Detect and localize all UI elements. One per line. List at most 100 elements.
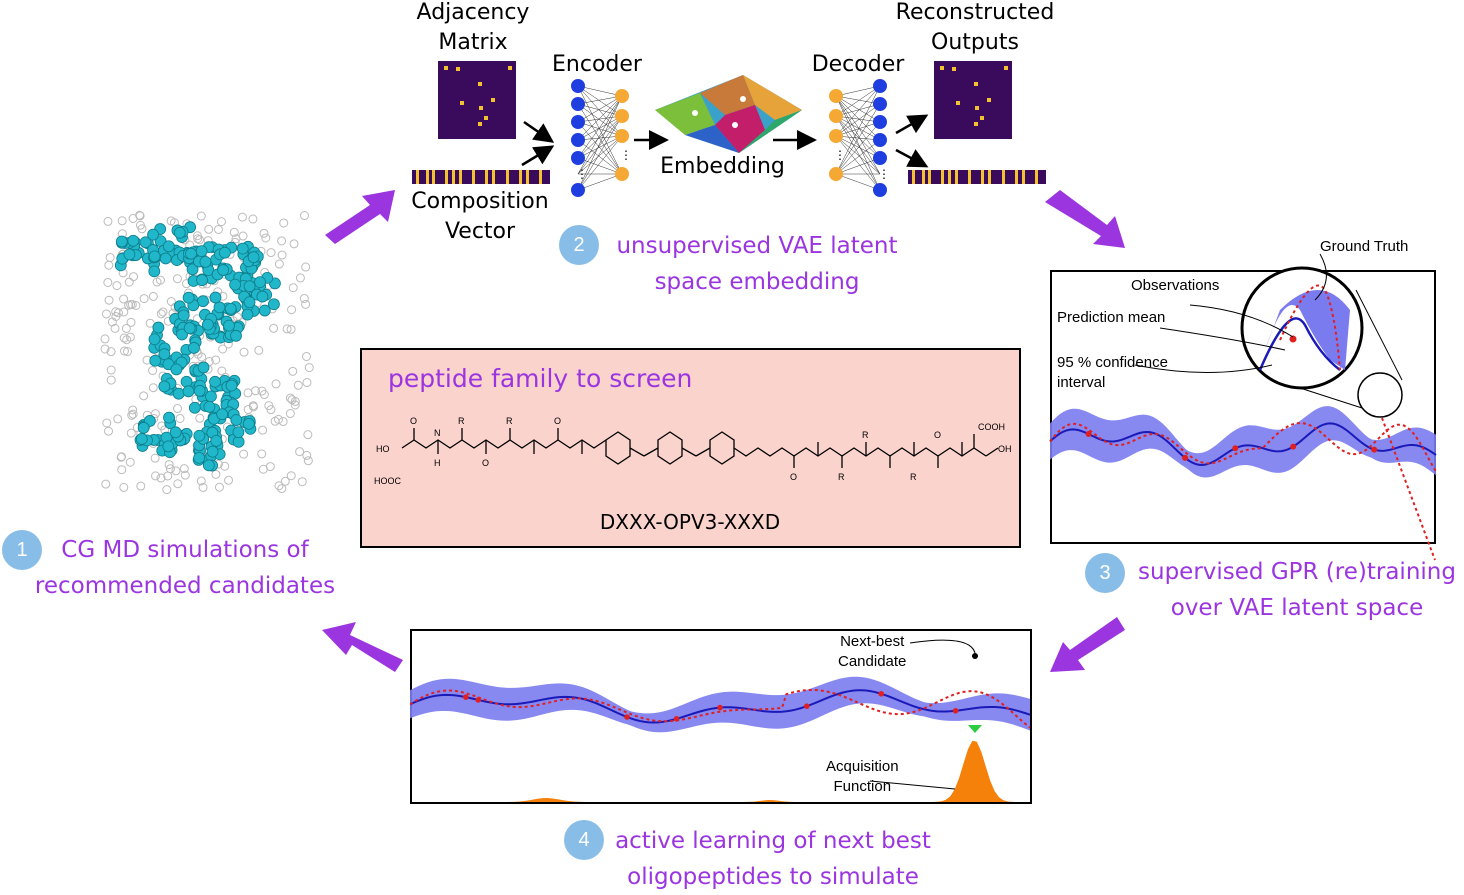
chem-n-1: N: [434, 428, 441, 438]
encoder-latent-node: [615, 109, 629, 123]
arrow-vector-to-encoder: [521, 145, 555, 167]
water-bead: [288, 283, 298, 293]
al-observation-point: [878, 690, 884, 697]
chem-oh: OH: [998, 444, 1012, 454]
chem-hooc: HOOC: [374, 476, 402, 486]
water-bead: [128, 405, 138, 415]
water-bead: [193, 234, 203, 244]
water-bead: [119, 482, 129, 492]
peptide-bead: [230, 414, 243, 426]
water-bead: [277, 484, 287, 494]
water-bead: [277, 250, 287, 260]
water-bead: [124, 277, 134, 287]
water-bead: [290, 400, 300, 410]
peptide-bead: [258, 304, 271, 317]
water-bead: [270, 416, 280, 426]
water-bead: [218, 344, 228, 354]
peptide-bead: [135, 433, 148, 445]
cycle-arrow-2-to-3: [1045, 190, 1125, 248]
step-3-label: supervised GPR (re)training over VAE lat…: [1138, 559, 1456, 621]
peptide-bead: [188, 342, 200, 354]
chem-o-3: O: [554, 416, 561, 426]
water-bead: [248, 401, 258, 411]
peptide-bead: [218, 246, 231, 259]
encoder-node: [571, 115, 585, 129]
peptide-bead: [210, 435, 223, 447]
water-bead: [165, 464, 175, 474]
encoder-latent-ellipsis: ⋮: [620, 148, 632, 162]
arrow-decoder-to-vector: [895, 148, 929, 168]
water-bead: [213, 224, 223, 234]
peptide-bead: [229, 278, 242, 291]
water-bead: [251, 386, 261, 396]
water-bead: [288, 366, 298, 376]
al-observation-point: [463, 694, 469, 700]
decoder-ellipsis: ⋮: [878, 167, 890, 181]
water-bead: [124, 300, 134, 310]
peptide-bead: [193, 451, 206, 464]
chem-o-1: O: [410, 416, 417, 426]
peptide-bead: [163, 411, 175, 424]
water-bead: [131, 301, 141, 311]
peptide-bead: [247, 251, 260, 264]
water-bead: [101, 309, 111, 319]
encoder-node: [571, 151, 585, 165]
peptide-bead: [205, 390, 217, 403]
peptide-bead: [193, 429, 206, 442]
water-bead: [145, 318, 155, 328]
step-4-label: active learning of next best oligopeptid…: [615, 828, 931, 890]
peptide-bead: [216, 408, 229, 421]
peptide-bead: [180, 375, 193, 388]
water-bead: [301, 351, 311, 361]
step-4-badge: 4: [564, 820, 604, 860]
water-bead: [216, 217, 226, 227]
water-bead: [100, 344, 110, 354]
chem-cooh: COOH: [978, 422, 1005, 432]
water-bead: [299, 293, 309, 303]
encoder-latent-node: [615, 167, 629, 181]
water-bead: [129, 272, 139, 282]
water-bead: [279, 218, 289, 228]
cycle-arrow-1-to-2: [325, 190, 395, 244]
water-bead: [303, 430, 313, 440]
water-bead: [111, 307, 121, 317]
encoder-latent-node: [615, 89, 629, 103]
next-best-label: Next-best Candidate: [838, 633, 907, 670]
peptide-bead: [243, 280, 256, 293]
water-bead: [179, 464, 189, 474]
water-bead: [119, 294, 129, 304]
embedding-label: Embedding: [660, 154, 785, 179]
water-bead: [196, 476, 206, 486]
water-bead: [285, 409, 295, 419]
peptide-bead: [148, 333, 161, 346]
confidence-band: [1050, 406, 1436, 478]
water-bead: [122, 347, 132, 357]
peptide-bead: [186, 263, 199, 276]
peptide-bead: [268, 298, 280, 311]
zoom-truth: [1279, 284, 1341, 371]
acquisition-plot: [410, 639, 1031, 802]
peptide-bead: [183, 322, 196, 335]
water-bead: [259, 228, 269, 238]
reconstructed-matrix: [934, 61, 1012, 139]
al-observation-point: [952, 707, 959, 714]
water-bead: [119, 346, 129, 356]
water-bead: [261, 233, 271, 243]
chem-r-3: R: [838, 472, 845, 482]
reconstructed-vector-strip: [908, 170, 1046, 184]
water-bead: [274, 259, 284, 269]
encoder-node: [571, 133, 585, 147]
chem-h-1: H: [434, 458, 441, 468]
decoder-latent-node: [829, 167, 843, 181]
step-1-badge: 1: [2, 530, 42, 570]
arrow-matrix-to-encoder: [523, 120, 555, 143]
adjacency-matrix-label: Adjacency Matrix: [416, 0, 530, 55]
water-bead: [293, 380, 303, 390]
peptide-bead: [213, 301, 226, 314]
observation-point: [1232, 445, 1239, 452]
peptide-bead: [139, 236, 152, 249]
water-bead: [158, 307, 168, 317]
peptide-bead: [123, 248, 136, 261]
peptide-bead: [170, 363, 183, 376]
peptide-bead: [148, 265, 161, 278]
